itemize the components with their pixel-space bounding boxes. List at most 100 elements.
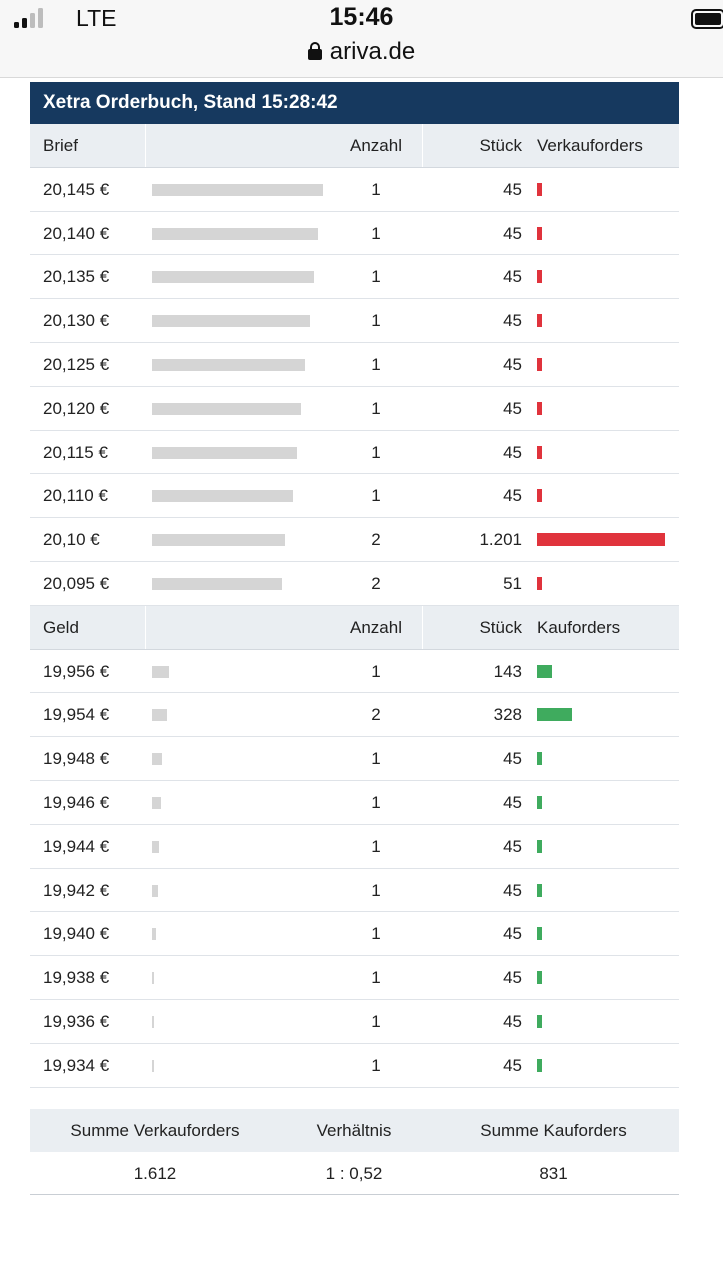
summary-buy-value: 831 <box>539 1164 568 1183</box>
url-text: ariva.de <box>329 38 416 65</box>
count-cell: 2 <box>371 705 381 725</box>
buy-orders-bar <box>537 839 542 853</box>
price-cell: 20,145 € <box>43 179 110 199</box>
qty-cell: 45 <box>503 924 522 944</box>
sell-orders-bar <box>537 270 542 284</box>
sell-orders-bar <box>537 182 542 196</box>
price-cell: 20,130 € <box>43 311 110 331</box>
sell-order-row: 20,140 € 1 45 <box>30 212 679 256</box>
count-cell: 1 <box>371 968 381 988</box>
qty-cell: 45 <box>503 880 522 900</box>
clock: 15:46 <box>329 3 394 31</box>
buy-order-row: 19,948 € 1 45 <box>30 737 679 781</box>
price-cell: 19,942 € <box>43 880 110 900</box>
buy-order-row: 19,946 € 1 45 <box>30 781 679 825</box>
sell-order-row: 20,125 € 1 45 <box>30 343 679 387</box>
volume-bar <box>152 1059 155 1072</box>
price-cell: 19,938 € <box>43 968 110 988</box>
col-qty-label: Stück <box>479 617 522 637</box>
buy-orders-bar <box>537 927 542 941</box>
volume-bar <box>152 665 170 678</box>
battery-icon <box>691 9 723 29</box>
volume-bar <box>152 446 297 459</box>
price-cell: 19,934 € <box>43 1055 110 1075</box>
volume-bar <box>152 577 282 590</box>
qty-cell: 45 <box>503 179 522 199</box>
sell-order-row: 20,10 € 2 1.201 <box>30 518 679 562</box>
status-bar: LTE 15:46 ariva.de <box>0 0 723 78</box>
qty-cell: 45 <box>503 442 522 462</box>
buy-rows: 19,956 €1 143 19,954 €2 328 19,948 €1 45 19,94… <box>30 650 679 1088</box>
volume-bar <box>152 840 159 853</box>
sell-orders-bar <box>537 576 543 590</box>
summary-sell-value: 1.612 <box>133 1164 177 1183</box>
signal-icon <box>14 8 48 28</box>
volume-bar <box>152 884 158 897</box>
buy-order-row: 19,942 € 1 45 <box>30 869 679 913</box>
count-cell: 1 <box>371 836 381 856</box>
summary-table: Summe Verkauforders Verhältnis Summe Kau… <box>30 1109 679 1195</box>
volume-bar <box>152 402 302 415</box>
sell-order-row: 20,135 € 1 45 <box>30 255 679 300</box>
qty-cell: 1.201 <box>479 530 522 550</box>
sell-orders-bar <box>537 314 542 328</box>
buy-orders-bar <box>537 971 542 985</box>
sell-rows: 20,145 €1 45 20,140 €1 45 20,135 €1 45 20,130 … <box>30 168 679 606</box>
qty-cell: 45 <box>503 792 522 812</box>
sell-orders-bar <box>537 533 665 547</box>
col-count-label: Anzahl <box>350 136 402 155</box>
buy-orders-bar <box>537 708 572 722</box>
price-cell: 19,944 € <box>43 836 110 856</box>
buy-order-row: 19,940 € 1 45 <box>30 912 679 957</box>
count-cell: 1 <box>371 179 381 199</box>
sell-header-row: Brief Anzahl Stück Verkauforders <box>30 124 679 168</box>
volume-bar <box>152 534 286 547</box>
count-cell: 1 <box>371 354 381 374</box>
volume-bar <box>152 315 310 328</box>
sell-order-row: 20,110 € 1 45 <box>30 474 679 519</box>
volume-bar <box>152 753 162 766</box>
sell-order-row: 20,115 € 1 45 <box>30 431 679 475</box>
count-cell: 1 <box>371 661 381 681</box>
qty-cell: 45 <box>503 398 522 418</box>
summary-ratio-label: Verhältnis <box>316 1121 392 1140</box>
qty-cell: 45 <box>503 223 522 243</box>
buy-order-row: 19,936 € 1 45 <box>30 1000 679 1044</box>
sell-orders-bar <box>537 401 542 415</box>
col-buy-orders-label: Kauforders <box>537 617 621 637</box>
qty-cell: 45 <box>503 267 522 287</box>
price-cell: 20,140 € <box>43 223 110 243</box>
col-price-label: Brief <box>43 136 78 155</box>
buy-orders-bar <box>537 795 542 809</box>
buy-orders-bar <box>537 752 542 766</box>
qty-cell: 45 <box>503 1011 522 1031</box>
summary-ratio-value: 1 : 0,52 <box>325 1164 383 1183</box>
qty-cell: 45 <box>503 968 522 988</box>
buy-orders-bar <box>537 883 542 897</box>
price-cell: 19,948 € <box>43 749 110 769</box>
price-cell: 20,135 € <box>43 267 110 287</box>
col-price-label: Geld <box>43 617 79 637</box>
sell-orders-bar <box>537 445 542 459</box>
qty-cell: 45 <box>503 486 522 506</box>
volume-bar <box>152 1015 155 1028</box>
buy-orders-bar <box>537 1014 542 1028</box>
volume-bar <box>152 271 314 284</box>
count-cell: 1 <box>371 486 381 506</box>
qty-cell: 45 <box>503 354 522 374</box>
price-cell: 20,125 € <box>43 354 110 374</box>
col-count-label: Anzahl <box>350 617 402 637</box>
sell-orders-bar <box>537 226 542 240</box>
price-cell: 20,095 € <box>43 573 110 593</box>
count-cell: 1 <box>371 442 381 462</box>
sell-orders-bar <box>537 357 542 371</box>
price-cell: 19,956 € <box>43 661 110 681</box>
buy-order-row: 19,934 € 1 45 <box>30 1044 679 1088</box>
buy-header-row: Geld Anzahl Stück Kauforders <box>30 605 679 650</box>
address-bar[interactable]: ariva.de <box>0 38 723 66</box>
sell-order-row: 20,095 € 2 51 <box>30 562 679 606</box>
qty-cell: 45 <box>503 749 522 769</box>
qty-cell: 143 <box>493 661 522 681</box>
price-cell: 20,115 € <box>43 442 108 462</box>
count-cell: 2 <box>371 573 381 593</box>
